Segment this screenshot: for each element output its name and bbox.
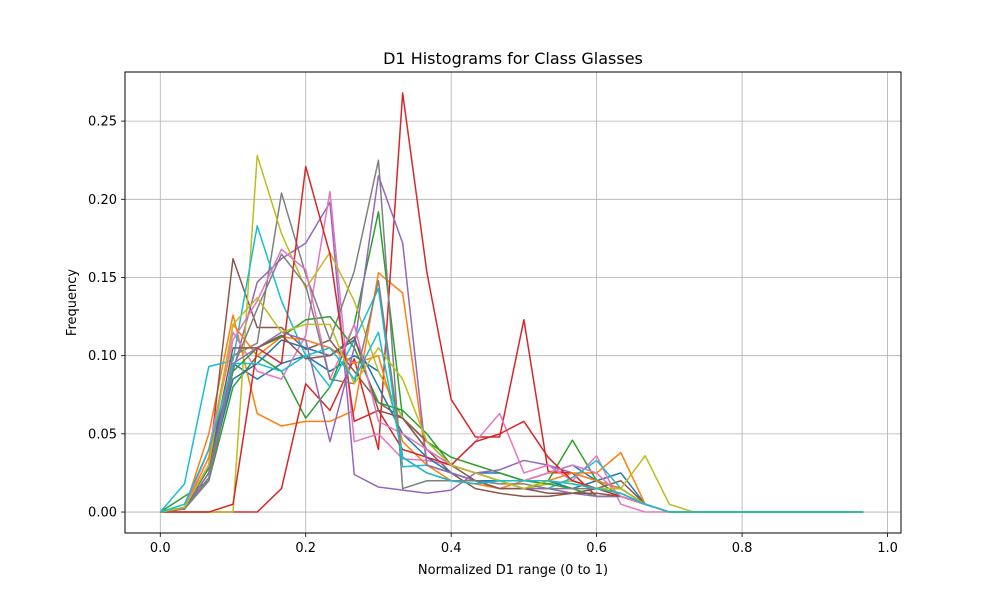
y-tick-label: 0.15 bbox=[88, 271, 117, 286]
grid bbox=[125, 72, 901, 533]
series-line-6 bbox=[160, 257, 864, 513]
series-line-14 bbox=[160, 165, 864, 513]
series-line-10 bbox=[159, 225, 864, 513]
x-tick-label: 1.0 bbox=[877, 541, 898, 556]
x-tick-label: 0.4 bbox=[441, 541, 462, 556]
x-tick-label: 0.2 bbox=[295, 541, 316, 556]
y-tick-label: 0.25 bbox=[88, 115, 117, 130]
x-tick-label: 0.0 bbox=[150, 541, 171, 556]
x-axis-label: Normalized D1 range (0 to 1) bbox=[418, 563, 608, 578]
series-line-13 bbox=[160, 315, 864, 513]
x-tick-label: 0.6 bbox=[586, 541, 607, 556]
series-line-3 bbox=[159, 211, 864, 513]
series-line-4 bbox=[160, 92, 864, 513]
chart-title: D1 Histograms for Class Glasses bbox=[383, 49, 643, 68]
y-tick-label: 0.10 bbox=[88, 349, 117, 364]
plot-frame bbox=[124, 71, 902, 534]
x-tick-label: 0.8 bbox=[732, 541, 753, 556]
series-line-20 bbox=[160, 331, 864, 513]
axis-ticks: 0.0 0.2 0.4 0.6 0.8 1.0 0.00 0.05 0.10 0.15 0.20 0.… bbox=[88, 115, 898, 556]
y-tick-label: 0.20 bbox=[88, 193, 117, 208]
series-line-9 bbox=[160, 154, 864, 513]
y-tick-label: 0.05 bbox=[88, 427, 117, 442]
series-lines bbox=[159, 92, 864, 513]
series-line-5 bbox=[160, 201, 864, 513]
series-line-19 bbox=[160, 297, 864, 513]
y-axis-label: Frequency bbox=[65, 269, 80, 336]
series-line-8 bbox=[160, 159, 864, 513]
y-tick-label: 0.00 bbox=[88, 506, 117, 521]
series-line-7 bbox=[160, 190, 864, 513]
